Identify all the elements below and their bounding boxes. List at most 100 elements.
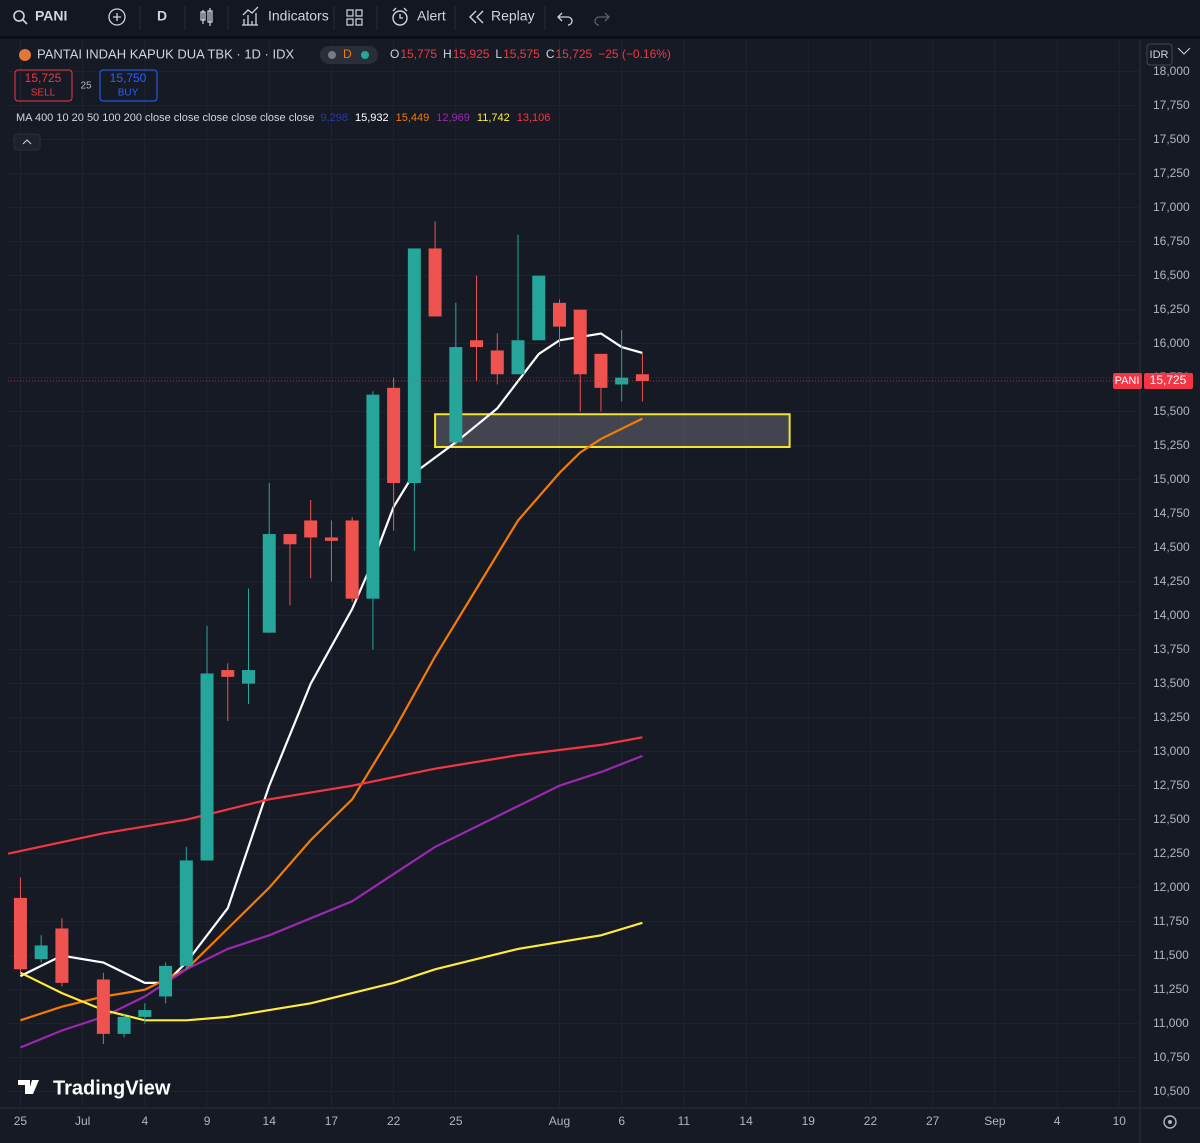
indicators[interactable]: Indicators bbox=[268, 8, 329, 24]
ma-line bbox=[19, 754, 643, 1049]
candle-body bbox=[532, 275, 546, 341]
y-tick-label: 14,500 bbox=[1153, 540, 1190, 554]
x-tick-label: 9 bbox=[204, 1114, 211, 1128]
y-tick-label: 11,750 bbox=[1153, 914, 1189, 928]
x-tick-label: 25 bbox=[14, 1114, 28, 1128]
undo[interactable] bbox=[557, 12, 573, 26]
x-tick-label: 27 bbox=[926, 1114, 940, 1128]
x-tick-label: 17 bbox=[325, 1114, 339, 1128]
currency[interactable]: IDR bbox=[1150, 49, 1169, 61]
ma-value: 15,932 bbox=[355, 112, 389, 124]
sell-price[interactable]: 15,725 bbox=[25, 71, 62, 85]
chart-type[interactable] bbox=[200, 8, 213, 26]
candle-body bbox=[55, 928, 69, 983]
sell-button[interactable] bbox=[14, 69, 73, 102]
y-tick-label: 13,500 bbox=[1153, 676, 1190, 690]
layouts[interactable] bbox=[346, 9, 363, 26]
y-tick-label: 16,750 bbox=[1153, 234, 1190, 248]
ohlc-value: 15,725 bbox=[555, 47, 592, 61]
buy[interactable]: BUY bbox=[118, 88, 139, 99]
y-tick-label: 16,500 bbox=[1153, 268, 1190, 282]
candle-body bbox=[387, 387, 401, 484]
ma-value: 11,742 bbox=[477, 112, 510, 124]
watermark: TradingView bbox=[53, 1077, 171, 1099]
spread: 25 bbox=[80, 81, 92, 92]
ma-value: 15,449 bbox=[396, 112, 430, 124]
candle-body bbox=[13, 897, 27, 970]
y-tick-label: 15,000 bbox=[1153, 472, 1190, 486]
currency-box[interactable] bbox=[1146, 43, 1173, 66]
ma-line bbox=[20, 417, 643, 1022]
y-tick-label: 12,000 bbox=[1153, 880, 1190, 894]
ma-title: MA 400 10 20 50 100 200 close close clos… bbox=[16, 112, 314, 124]
x-tick-label: 25 bbox=[449, 1114, 463, 1128]
collapse-icon[interactable] bbox=[22, 139, 32, 145]
ma-value: 9,298 bbox=[320, 112, 348, 124]
candle-body bbox=[241, 670, 255, 684]
y-tick-label: 14,750 bbox=[1153, 506, 1190, 520]
interval[interactable]: D bbox=[157, 8, 167, 24]
candle-body bbox=[221, 670, 235, 677]
candle-body bbox=[635, 374, 649, 382]
ohlc-value: 15,925 bbox=[453, 47, 490, 61]
search-icon[interactable] bbox=[22, 19, 28, 25]
y-tick-label: 13,250 bbox=[1153, 710, 1190, 724]
candle-body bbox=[552, 302, 566, 327]
buy-price[interactable]: 15,750 bbox=[110, 71, 147, 85]
candle-body bbox=[511, 340, 525, 375]
y-tick-label: 11,500 bbox=[1153, 948, 1189, 962]
candle-body bbox=[96, 979, 110, 1034]
search-icon[interactable] bbox=[13, 10, 25, 22]
symbol-tag-label: PANI bbox=[1115, 375, 1140, 387]
settings[interactable] bbox=[1168, 1120, 1172, 1124]
candle-body bbox=[615, 377, 629, 385]
y-tick-label: 10,500 bbox=[1153, 1084, 1190, 1098]
candle-body bbox=[283, 534, 297, 545]
ohlc-value: 15,575 bbox=[503, 47, 540, 61]
symbol-logo bbox=[19, 49, 31, 61]
collapse-button[interactable] bbox=[13, 133, 41, 151]
currency-dropdown[interactable] bbox=[1177, 47, 1191, 55]
y-tick-label: 17,250 bbox=[1153, 166, 1190, 180]
replay-icon[interactable] bbox=[469, 10, 484, 24]
redo[interactable] bbox=[594, 12, 610, 26]
price-tag-label: 15,725 bbox=[1150, 373, 1187, 387]
ma-line bbox=[7, 736, 643, 855]
buy-button[interactable] bbox=[99, 69, 158, 102]
y-tick-label: 18,000 bbox=[1153, 64, 1190, 78]
y-tick-label: 11,250 bbox=[1153, 982, 1189, 996]
candle-body bbox=[304, 520, 318, 538]
alert[interactable]: Alert bbox=[417, 8, 446, 24]
replay[interactable]: Replay bbox=[491, 8, 535, 24]
ma-values: 9,298 15,932 15,449 12,969 11,742 13,106 bbox=[320, 112, 550, 124]
ohlc-label: O bbox=[390, 47, 399, 61]
settings[interactable] bbox=[1163, 1115, 1177, 1129]
x-tick-label: 22 bbox=[864, 1114, 878, 1128]
y-tick-label: 12,250 bbox=[1153, 846, 1190, 860]
status-dot bbox=[328, 51, 336, 59]
overlay: PANTAI INDAH KAPUK DUA TBK · 1D · IDX D … bbox=[13, 43, 1191, 1129]
watermark-logo bbox=[18, 1080, 39, 1094]
add-symbol[interactable] bbox=[113, 13, 121, 21]
candle-body bbox=[138, 1010, 152, 1017]
sell[interactable]: SELL bbox=[31, 88, 56, 99]
ohlc-label: C bbox=[546, 47, 555, 61]
x-tick-label: 14 bbox=[263, 1114, 277, 1128]
status-dot bbox=[361, 51, 369, 59]
toolbar bbox=[0, 0, 1200, 36]
y-tick-label: 17,500 bbox=[1153, 132, 1190, 146]
y-tick-label: 15,250 bbox=[1153, 438, 1190, 452]
indicators-icon[interactable] bbox=[242, 6, 259, 26]
alert-icon[interactable] bbox=[392, 7, 408, 19]
ohlc-value: 15,775 bbox=[400, 47, 437, 61]
alert-icon[interactable] bbox=[392, 10, 408, 26]
x-tick-label: 10 bbox=[1113, 1114, 1127, 1128]
y-tick-label: 13,000 bbox=[1153, 744, 1190, 758]
candle-body bbox=[594, 353, 608, 388]
symbol-tag bbox=[1113, 373, 1142, 390]
toolbar-border bbox=[0, 36, 1200, 39]
candle-body bbox=[324, 537, 338, 541]
symbol[interactable]: PANI bbox=[35, 8, 67, 24]
x-tick-label: 14 bbox=[739, 1114, 753, 1128]
add-symbol[interactable] bbox=[108, 8, 126, 26]
